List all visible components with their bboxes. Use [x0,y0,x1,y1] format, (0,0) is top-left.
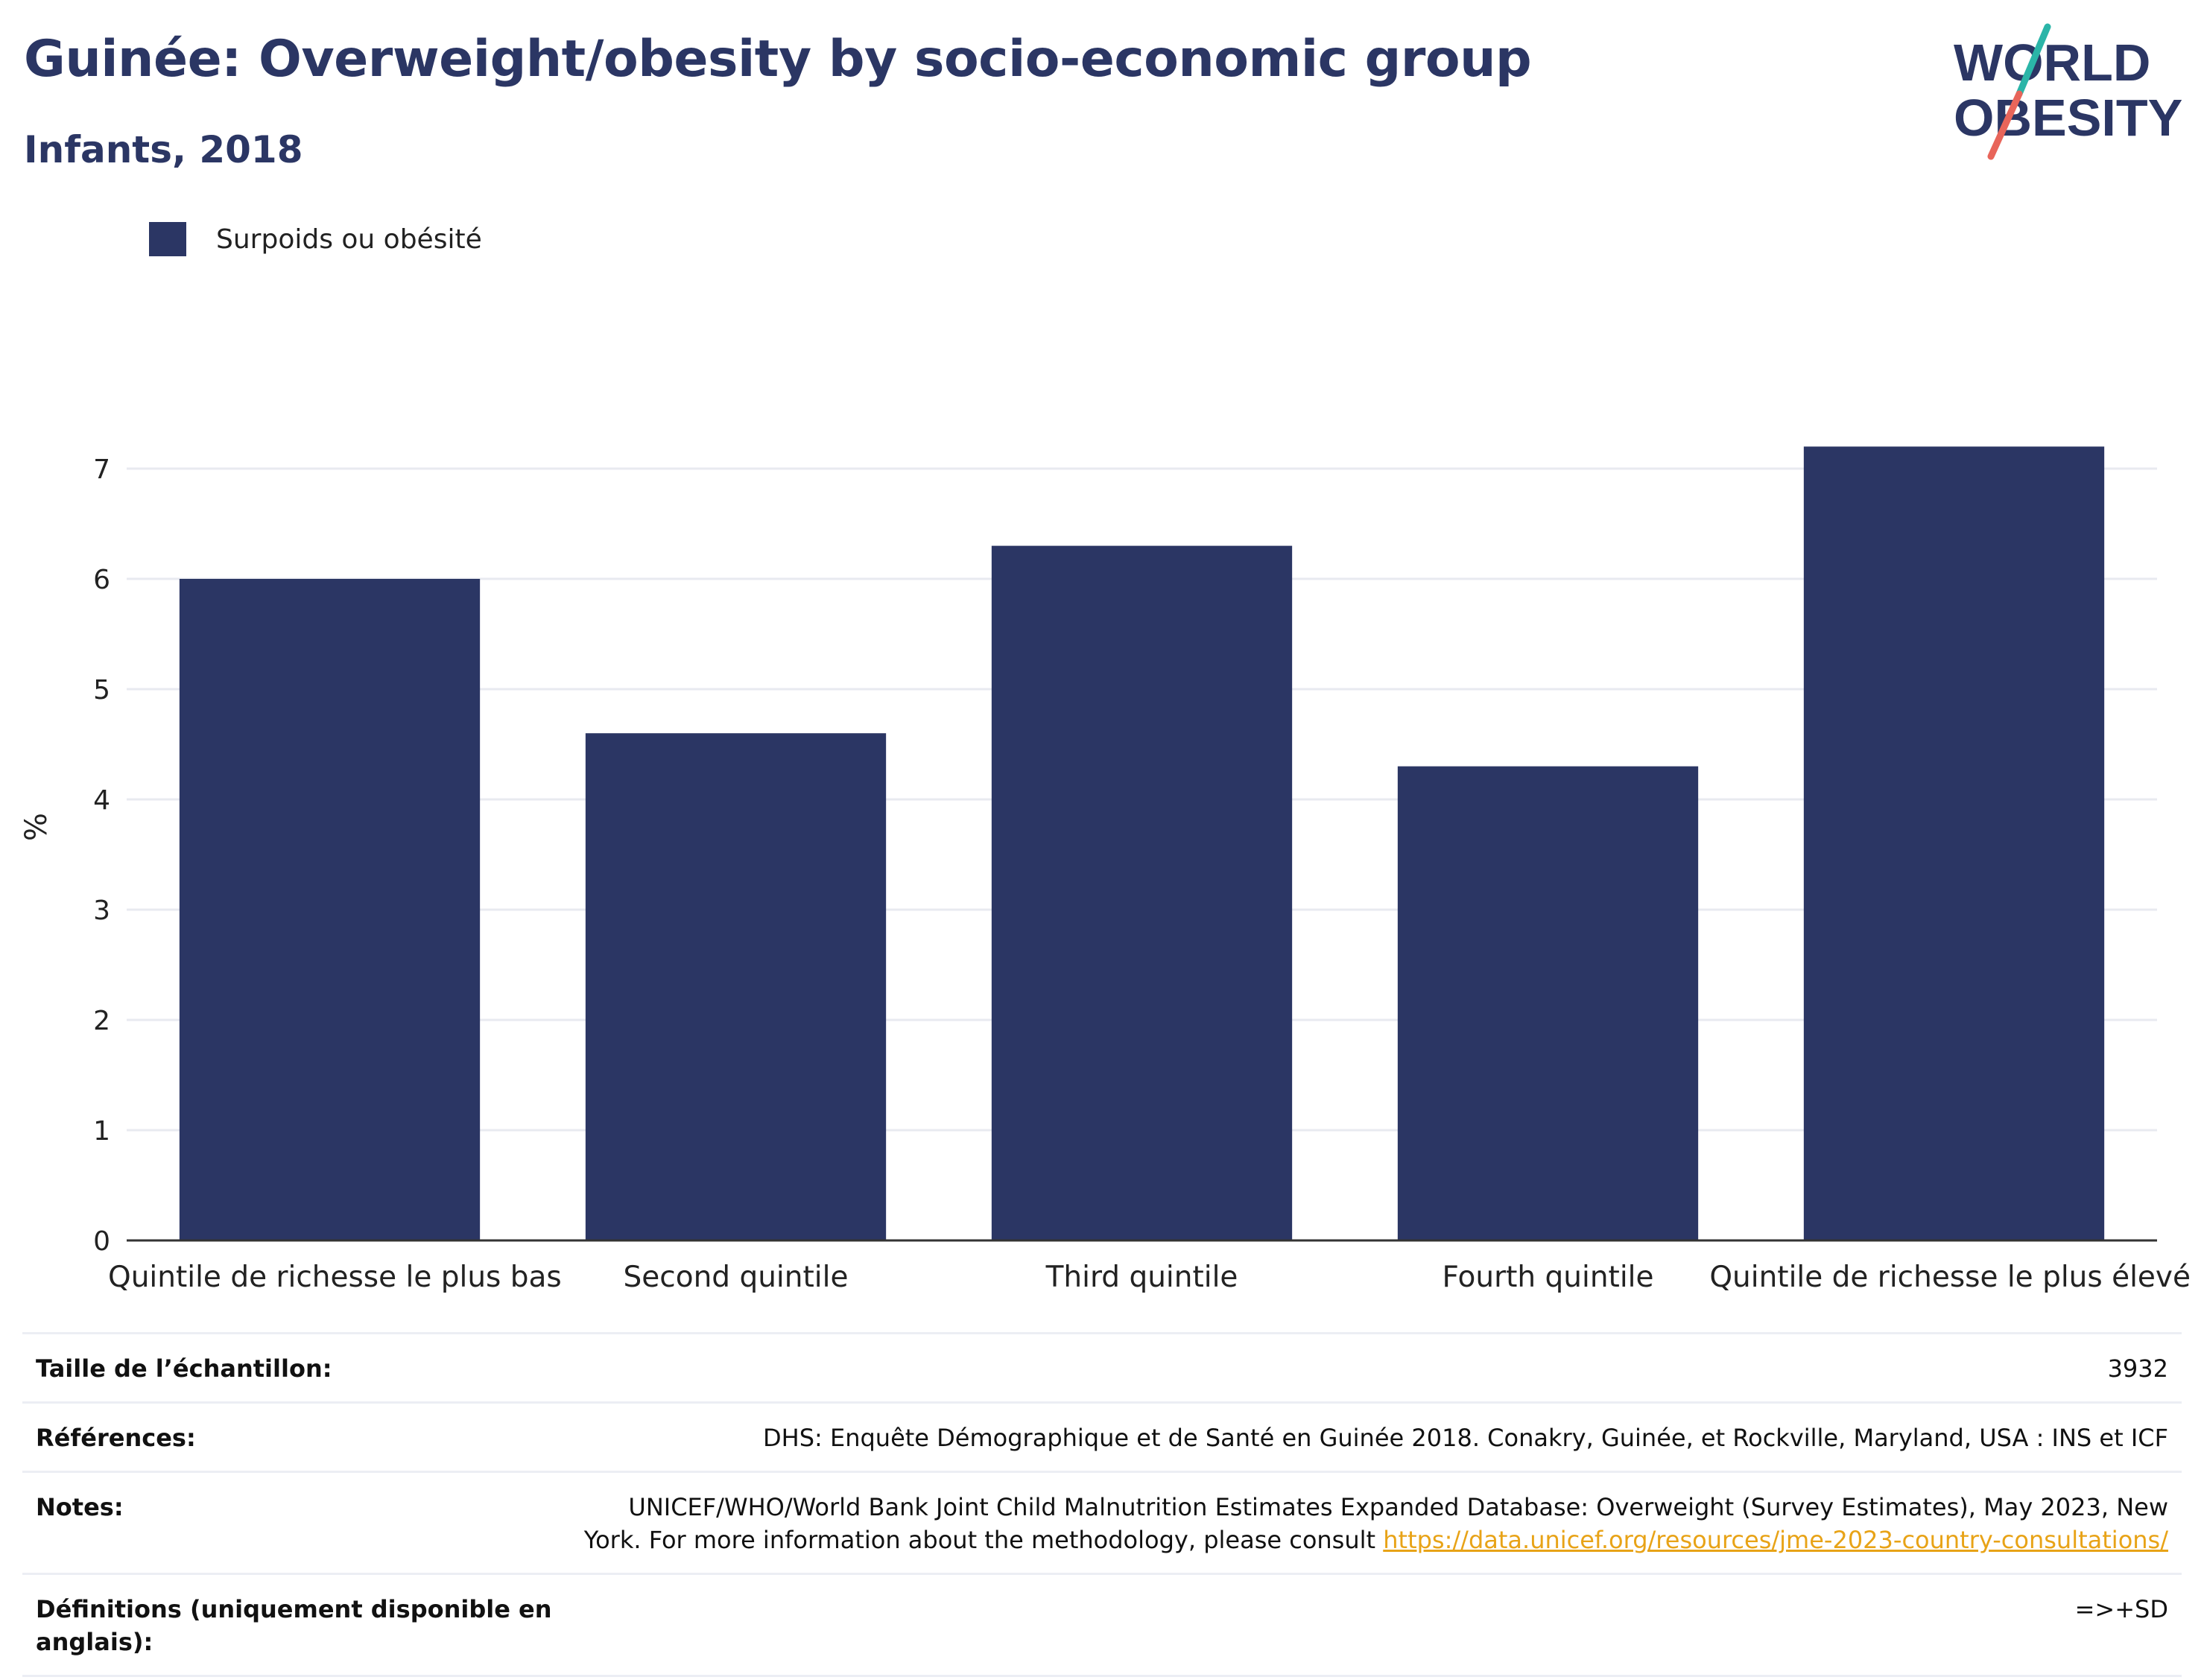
bar-chart: 0 1 2 3 4 5 6 7 Quintile de richesse le plus ba… [19,446,2191,1294]
logo-line2: OBESITY [1954,89,2182,147]
x-tick-label: Quintile de richesse le plus élevé [1709,1261,2191,1294]
y-tick-label: 2 [93,1006,110,1036]
world-obesity-logo: WORLD OBESITY [1954,23,2182,160]
y-tick-label: 3 [93,896,110,926]
info-row-sample: Taille de l’échantillon: 3932 [22,1332,2182,1401]
logo-line1: WORLD [1954,34,2150,92]
x-tick-label: Quintile de richesse le plus bas [108,1261,562,1294]
notes-text: UNICEF/WHO/World Bank Joint Child Malnut… [583,1493,2168,1554]
notes-label: Notes: [36,1493,124,1521]
chart-legend[interactable]: Surpoids ou obésité [149,222,482,256]
y-tick-label: 5 [93,675,110,706]
chart-title: Guinée: Overweight/obesity by socio-econ… [24,30,1532,89]
bar[interactable] [179,579,481,1240]
x-tick-label: Fourth quintile [1442,1261,1653,1294]
legend-swatch [149,222,186,256]
definitions-label: Définitions (uniquement disponible en an… [36,1595,552,1656]
sample-label: Taille de l’échantillon: [36,1354,332,1383]
info-row-definitions: Définitions (uniquement disponible en an… [22,1573,2182,1677]
y-tick-label: 0 [93,1226,110,1257]
definitions-value: =>+SD [2074,1595,2168,1623]
info-table: Taille de l’échantillon: 3932 Références… [22,1332,2182,1677]
bar[interactable] [1803,446,2105,1240]
legend-label: Surpoids ou obésité [216,224,482,255]
bar[interactable] [585,733,887,1240]
x-axis-labels: Quintile de richesse le plus bas Second q… [108,1261,2191,1294]
info-row-notes: Notes: UNICEF/WHO/World Bank Joint Child… [22,1471,2182,1573]
y-tick-label: 6 [93,565,110,595]
y-tick-label: 4 [93,785,110,816]
bars [179,446,2105,1240]
chart-subtitle: Infants, 2018 [24,128,303,171]
x-tick-label: Second quintile [624,1261,849,1294]
methodology-link[interactable]: https://data.unicef.org/resources/jme-20… [1383,1526,2168,1554]
sample-value: 3932 [2107,1354,2168,1383]
references-value: DHS: Enquête Démographique et de Santé e… [763,1424,2168,1452]
y-axis-ticks: 0 1 2 3 4 5 6 7 [93,454,110,1257]
y-axis-label: % [19,813,54,841]
logo-slash-bottom-icon [1987,90,2023,160]
x-tick-label: Third quintile [1045,1261,1238,1294]
bar[interactable] [1397,766,1699,1240]
references-label: Références: [36,1424,196,1452]
bar[interactable] [991,545,1293,1240]
y-tick-label: 7 [93,454,110,485]
logo-slash-top-icon [2015,23,2051,98]
notes-value: UNICEF/WHO/World Bank Joint Child Malnut… [566,1491,2168,1556]
info-row-references: Références: DHS: Enquête Démographique e… [22,1401,2182,1471]
y-tick-label: 1 [93,1116,110,1147]
